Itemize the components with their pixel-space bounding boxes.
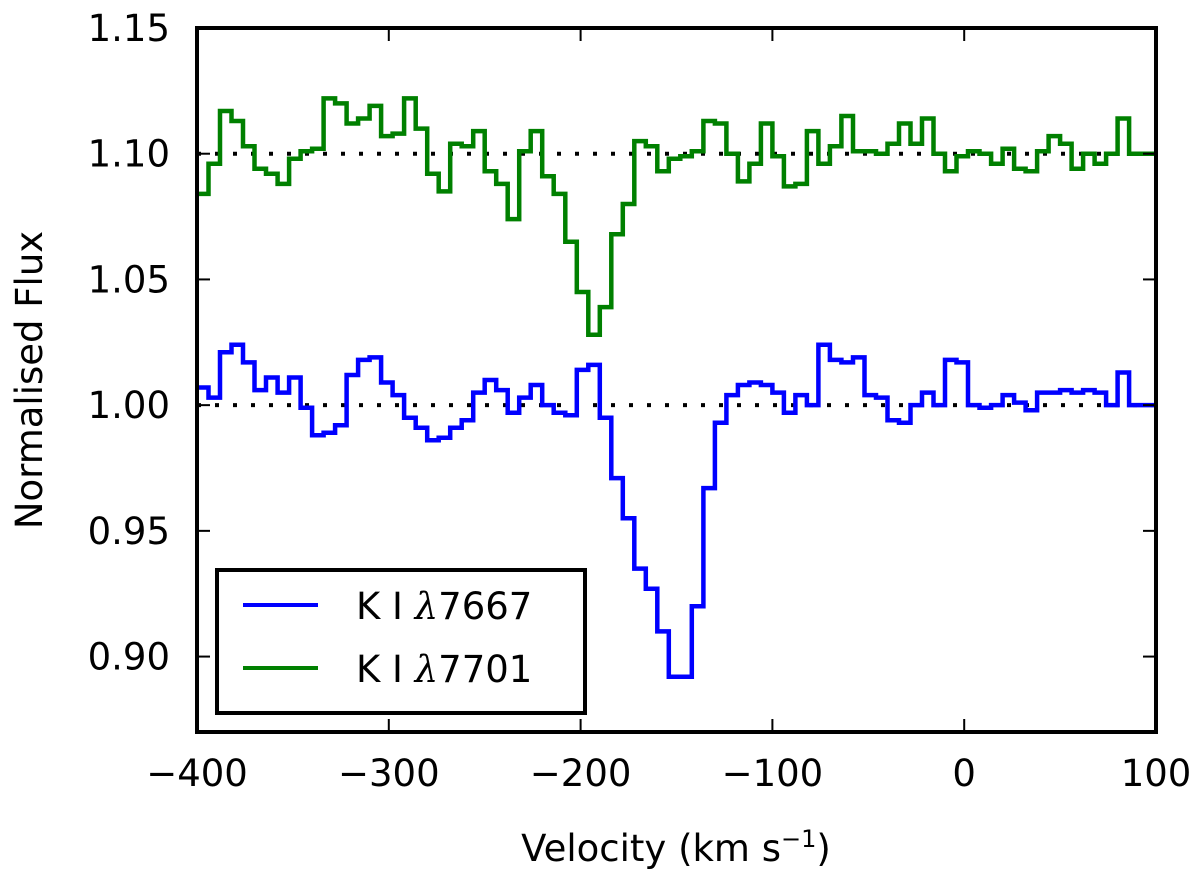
x-tick-labels: −400 −300 −200 −100 0 100 — [146, 752, 1191, 795]
x-axis-label: Velocity (km s−1) — [521, 825, 831, 870]
y-tick-label-3: 1.05 — [88, 258, 170, 301]
x-tick-label-5: 100 — [1121, 752, 1192, 795]
y-tick-label-4: 1.10 — [88, 133, 170, 176]
x-tick-label-0: −400 — [146, 752, 248, 795]
legend: K I λ7667 K I λ7701 — [215, 568, 587, 715]
legend-box — [215, 568, 587, 715]
y-tick-label-5: 1.15 — [88, 7, 170, 50]
series-group — [197, 96, 1156, 679]
x-tick-label-1: −300 — [338, 752, 440, 795]
legend-label-ki-7701: K I λ7701 — [356, 648, 532, 691]
x-tick-label-2: −200 — [530, 752, 632, 795]
y-tick-labels: 0.90 0.95 1.00 1.05 1.10 1.15 — [88, 7, 170, 679]
y-axis-label: Normalised Flux — [8, 231, 51, 529]
y-tick-label-2: 1.00 — [88, 384, 170, 427]
x-tick-label-3: −100 — [722, 752, 824, 795]
x-tick-label-4: 0 — [952, 752, 976, 795]
y-tick-label-1: 0.95 — [88, 510, 170, 553]
series-line-7701 — [197, 96, 1156, 337]
legend-label-ki-7667: K I λ7667 — [356, 585, 532, 628]
series-line-7667 — [197, 342, 1156, 679]
plot-frame — [195, 26, 1158, 734]
y-tick-label-0: 0.90 — [88, 636, 170, 679]
